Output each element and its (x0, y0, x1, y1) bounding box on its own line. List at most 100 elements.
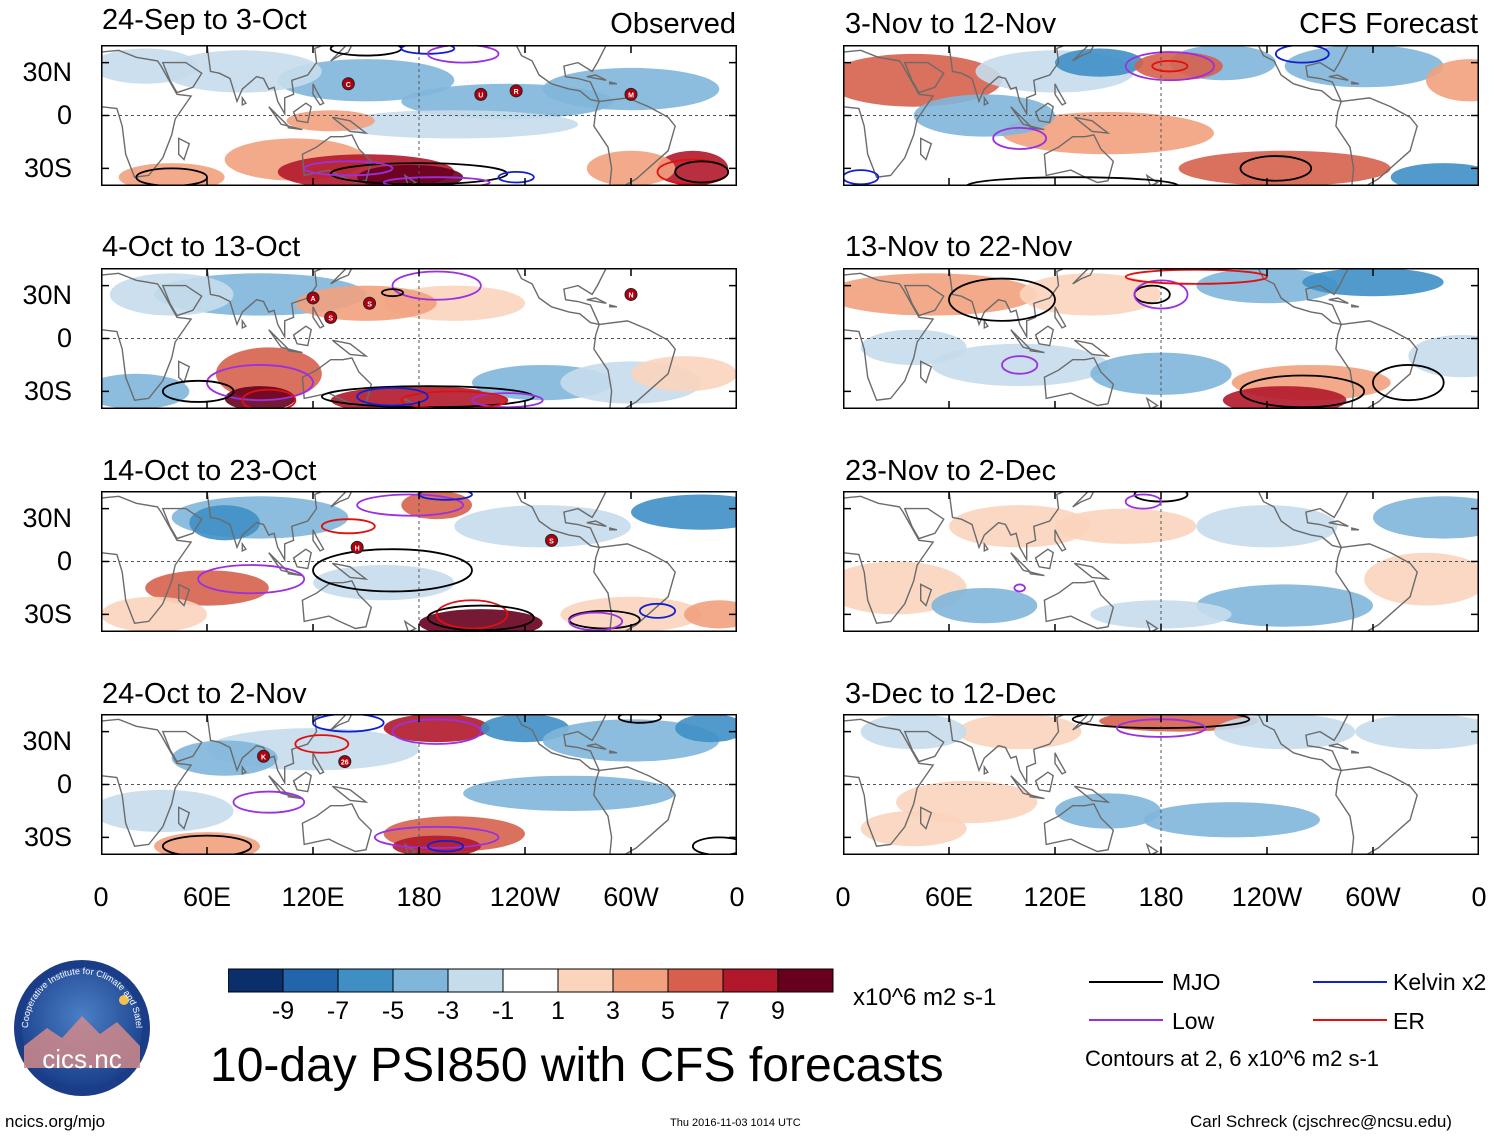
contour-mjo-4 (1239, 155, 1313, 182)
coast-madagascar (177, 360, 191, 384)
coast-australia (1043, 580, 1115, 630)
anomaly-shading-2 (1055, 508, 1197, 544)
anomaly-shading-6 (1134, 52, 1223, 81)
coast-asia (171, 45, 324, 117)
coast-arabia (903, 507, 945, 540)
colorbar-tick-3: -3 (436, 997, 460, 1025)
coast-java (287, 571, 303, 577)
coast-africa (843, 718, 935, 847)
anomaly-shading-1 (1019, 273, 1161, 316)
anomaly-shading-5 (1196, 584, 1373, 627)
contour-low-2 (1133, 279, 1189, 310)
coast-cuba (586, 520, 607, 527)
contour-kelvin-6 (843, 169, 880, 186)
coast-java (1029, 348, 1045, 354)
lon-label-fc-2: 120E (1023, 882, 1087, 912)
panel-title-obs-1: 24-Sep to 3-Oct (102, 4, 307, 36)
contour-mjo-6 (1372, 364, 1445, 402)
coast-samerica (1335, 766, 1418, 855)
contour-low-2 (426, 45, 500, 64)
colorbar-tick-4: -1 (491, 997, 515, 1025)
footer-url[interactable]: ncics.org/mjo (5, 1112, 106, 1131)
coast-japan (1072, 491, 1095, 508)
coast-borneo (292, 771, 312, 793)
panel-title-fc-3: 23-Nov to 2-Dec (845, 455, 1057, 487)
anomaly-shading-10 (463, 775, 676, 811)
coast-samerica (593, 97, 676, 186)
lat-label-row1-0: 30N (22, 57, 72, 87)
anomaly-shading-1 (189, 505, 260, 541)
coast-madagascar (919, 137, 933, 161)
contour-mjo-5 (161, 834, 253, 855)
lat-label-row2-1: 0 (56, 323, 72, 353)
coast-hispaniola (1351, 304, 1360, 308)
anomaly-shading-4 (215, 347, 322, 401)
colorbar-swatch-2 (337, 968, 394, 993)
coast-africa (101, 49, 193, 178)
map-panel-obs-4: K 26 (101, 714, 737, 855)
coast-philippines (1054, 529, 1067, 552)
lat-label-row3-2: 30S (23, 599, 72, 629)
coast-newguinea (331, 339, 369, 358)
coast-samerica (1335, 320, 1418, 409)
coast-cuba (1328, 297, 1349, 304)
storm-label-2: R (514, 89, 519, 96)
coast-namerica (515, 268, 608, 326)
coast-philippines (1054, 83, 1067, 106)
anomaly-shading-4 (675, 714, 737, 743)
footer-timestamp: Thu 2016-11-03 1014 UTC (670, 1117, 801, 1129)
anomaly-shading-3 (542, 719, 720, 762)
lat-label-row1-2: 30S (23, 153, 72, 183)
contour-low-6 (382, 176, 491, 186)
contour-er-3 (1124, 268, 1268, 285)
coast-borneo (1034, 325, 1054, 347)
contour-mjo-4 (161, 379, 235, 403)
storm-marker-0: H (350, 540, 364, 554)
colorbar-swatch-3 (392, 968, 449, 993)
coast-newguinea (331, 562, 369, 581)
anomaly-shading-6 (860, 810, 967, 847)
coast-india_sri (241, 764, 247, 776)
anomaly-shading-4 (330, 110, 578, 139)
storm-marker-0: C (341, 77, 355, 91)
lat-label-row2-2: 30S (23, 376, 72, 406)
storm-label-1: U (478, 92, 483, 99)
colorbar-tick-9: 9 (771, 997, 785, 1025)
storm-marker-0: A (306, 291, 320, 305)
lon-label-obs-4: 120W (489, 882, 561, 912)
lon-label-obs-3: 180 (396, 882, 442, 912)
contour-low-1 (356, 493, 465, 517)
coast-hispaniola (1351, 750, 1360, 754)
coast-newguinea (1073, 339, 1111, 358)
contour-mjo-0 (948, 277, 1056, 322)
coast-arabia (903, 730, 945, 763)
coast-namerica (515, 491, 608, 549)
contour-kelvin-7 (497, 171, 535, 184)
contour-low-2 (206, 364, 314, 402)
contour-er-3 (241, 388, 297, 409)
colorbar-swatch-0 (228, 968, 284, 993)
coast-arabia (903, 61, 945, 94)
coast-india_sri (983, 95, 989, 107)
anomaly-shading-4 (1373, 496, 1479, 539)
anomaly-shading-6 (1364, 552, 1479, 606)
contour-low-6 (373, 825, 500, 849)
coast-nz (403, 619, 417, 632)
coast-philippines (312, 752, 325, 775)
coast-nz (403, 842, 417, 855)
storm-label-1: 26 (341, 760, 349, 767)
coast-java (287, 348, 303, 354)
contour-low-3 (992, 126, 1048, 150)
storm-marker-3: N (624, 287, 638, 301)
anomaly-shading-5 (171, 740, 278, 776)
coast-newguinea (331, 116, 369, 135)
anomaly-shading-4 (631, 494, 737, 530)
anomaly-shading-9 (657, 150, 729, 186)
anomaly-shading-2 (101, 48, 199, 84)
coast-borneo (292, 102, 312, 124)
map-panel-obs-1: C U R M (101, 45, 737, 186)
coast-samerica (593, 320, 676, 409)
lat-label-row3-1: 0 (56, 546, 72, 576)
colorbar-tick-5: 1 (551, 997, 565, 1025)
contour-kelvin-8 (638, 602, 677, 619)
